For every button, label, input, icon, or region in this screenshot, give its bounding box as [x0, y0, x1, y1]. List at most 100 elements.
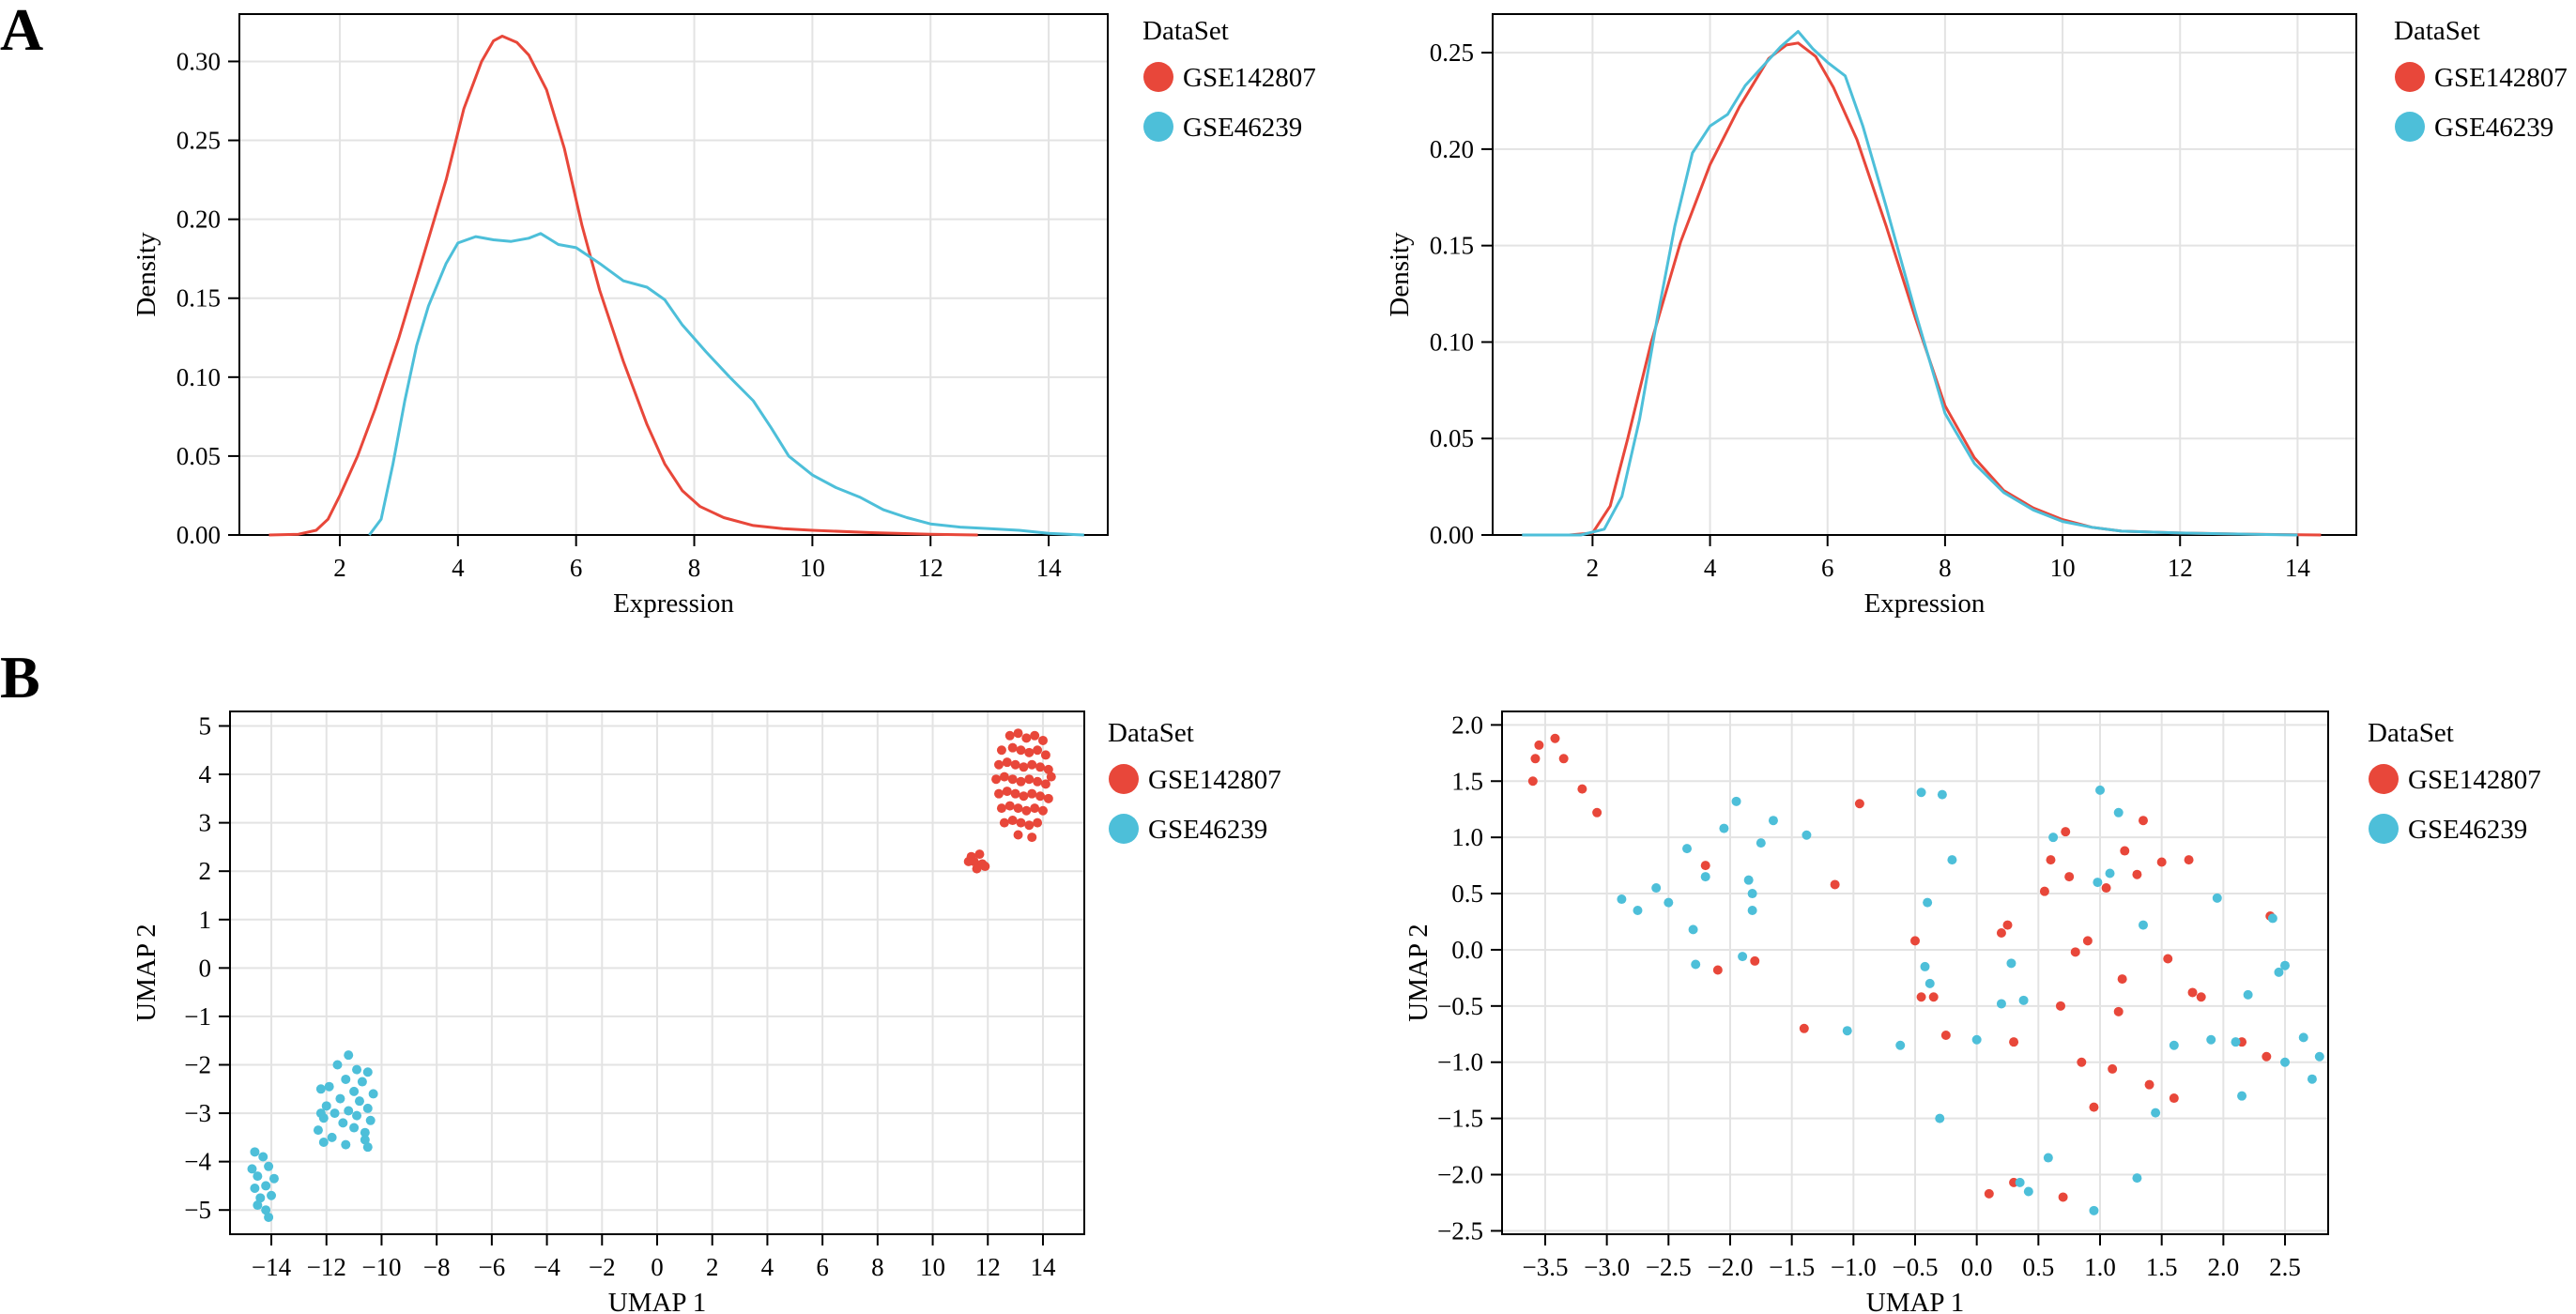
scatter-point-gse46239 — [2243, 989, 2253, 1000]
scatter-point-gse142807 — [1750, 955, 1760, 966]
x-tick-label: −2.5 — [1646, 1253, 1692, 1281]
scatter-point-gse142807 — [972, 863, 982, 874]
scatter-point-gse142807 — [1004, 730, 1015, 741]
x-tick-label: 0 — [651, 1253, 664, 1281]
scatter-point-gse46239 — [267, 1190, 277, 1200]
y-tick-label: 0.05 — [176, 442, 221, 470]
scatter-point-gse142807 — [2163, 954, 2173, 964]
scatter-point-gse142807 — [1940, 1030, 1951, 1040]
scatter-point-gse142807 — [1577, 784, 1587, 794]
scatter-point-gse46239 — [264, 1161, 274, 1171]
scatter-point-gse46239 — [1617, 894, 1627, 905]
scatter-point-gse142807 — [1558, 754, 1569, 764]
x-tick-label: 2.0 — [2207, 1253, 2239, 1281]
x-tick-label: −2 — [589, 1253, 616, 1281]
y-tick-label: 0.15 — [1430, 232, 1474, 260]
scatter-point-gse46239 — [250, 1147, 260, 1157]
scatter-point-gse46239 — [1895, 1040, 1906, 1050]
scatter-point-gse142807 — [2196, 992, 2206, 1002]
x-axis-label: UMAP 1 — [608, 1288, 706, 1314]
x-axis-label: Expression — [1864, 588, 1986, 619]
y-tick-label: 0.25 — [1430, 38, 1474, 67]
scatter-point-gse46239 — [2105, 868, 2115, 879]
scatter-point-gse46239 — [335, 1093, 345, 1104]
y-tick-label: −2.5 — [1437, 1216, 1483, 1245]
scatter-point-gse46239 — [1731, 796, 1741, 806]
scatter-point-gse46239 — [1768, 816, 1778, 826]
scatter-point-gse46239 — [2231, 1037, 2241, 1047]
x-tick-label: 6 — [816, 1253, 829, 1281]
scatter-point-gse46239 — [1935, 1113, 1945, 1123]
scatter-point-gse46239 — [2212, 893, 2222, 903]
legend-label-gse46239: GSE46239 — [1183, 113, 1302, 143]
y-tick-label: 0.05 — [1430, 424, 1474, 452]
density-line-gse46239 — [1522, 30, 2298, 537]
x-tick-label: 2 — [333, 554, 346, 582]
scatter-point-gse142807 — [1527, 776, 1538, 787]
x-tick-label: 4 — [761, 1253, 774, 1281]
y-tick-label: 0.10 — [176, 363, 221, 391]
scatter-point-gse142807 — [2061, 827, 2071, 837]
scatter-point-gse142807 — [1021, 733, 1032, 743]
scatter-point-gse142807 — [2064, 872, 2075, 882]
scatter-point-gse142807 — [2144, 1079, 2154, 1090]
y-tick-label: −5 — [184, 1196, 211, 1224]
y-tick-label: 1 — [199, 906, 212, 934]
scatter-point-gse142807 — [2187, 987, 2198, 998]
scatter-point-gse142807 — [2132, 869, 2142, 879]
scatter-point-gse46239 — [253, 1171, 263, 1182]
y-tick-label: −1.5 — [1437, 1105, 1483, 1133]
scatter-point-gse142807 — [1035, 791, 1046, 802]
scatter-point-gse46239 — [247, 1164, 257, 1174]
y-tick-label: 0.00 — [1430, 521, 1474, 549]
x-tick-label: 6 — [570, 554, 583, 582]
scatter-point-gse142807 — [1928, 992, 1939, 1002]
scatter-point-gse142807 — [1007, 774, 1018, 785]
y-tick-label: 0.20 — [176, 206, 221, 234]
legend-title: DataSet — [1108, 718, 1194, 748]
y-tick-label: 4 — [199, 760, 212, 788]
scatter-point-gse142807 — [1030, 730, 1040, 741]
y-axis-label: UMAP 2 — [1403, 924, 1434, 1021]
scatter-point-gse46239 — [2006, 958, 2016, 969]
legend-label-gse46239: GSE46239 — [2434, 113, 2553, 143]
density-after-chart: 2 4 6 8 10 12 14 0.00 0.05 0.10 0.15 0.20 0.25 Expres… — [1385, 13, 2568, 619]
legend-swatch-gse142807 — [1143, 62, 1173, 92]
scatter-point-gse142807 — [991, 774, 1002, 785]
scatter-point-gse46239 — [2095, 785, 2106, 795]
scatter-point-gse46239 — [341, 1139, 351, 1150]
scatter-point-gse142807 — [1007, 816, 1018, 826]
scatter-point-gse142807 — [2058, 1192, 2068, 1202]
scatter-point-gse46239 — [1651, 883, 1662, 894]
x-tick-label: 6 — [1821, 554, 1834, 582]
scatter-point-gse142807 — [996, 803, 1006, 814]
y-tick-label: −2 — [184, 1050, 211, 1078]
scatter-point-gse142807 — [2046, 855, 2056, 865]
scatter-point-gse46239 — [2151, 1108, 2161, 1118]
scatter-point-gse142807 — [2156, 857, 2167, 867]
x-tick-label: −2.0 — [1707, 1253, 1753, 1281]
scatter-point-gse142807 — [1002, 787, 1012, 797]
scatter-point-gse142807 — [2089, 1102, 2099, 1112]
legend-swatch-gse46239 — [2369, 814, 2399, 844]
scatter-point-gse142807 — [2113, 1006, 2124, 1016]
scatter-point-gse46239 — [2048, 833, 2059, 843]
scatter-point-gse46239 — [354, 1096, 364, 1107]
scatter-point-gse46239 — [1664, 897, 1674, 908]
legend-swatch-gse46239 — [1109, 814, 1139, 844]
scatter-point-gse46239 — [255, 1193, 266, 1203]
plot-frame — [1492, 13, 2357, 536]
plot-frame — [238, 13, 1109, 536]
scatter-point-gse142807 — [994, 788, 1004, 799]
scatter-point-gse46239 — [324, 1081, 334, 1092]
scatter-point-gse46239 — [2280, 960, 2291, 970]
scatter-point-gse46239 — [2018, 995, 2029, 1005]
y-tick-label: 0.25 — [176, 127, 221, 155]
scatter-point-gse46239 — [258, 1152, 268, 1162]
scatter-point-gse142807 — [1040, 779, 1050, 789]
scatter-point-gse46239 — [1719, 823, 1729, 833]
y-tick-label: 0.0 — [1451, 936, 1483, 964]
scatter-point-gse142807 — [2169, 1093, 2179, 1104]
legend-label-gse142807: GSE142807 — [2408, 765, 2541, 795]
